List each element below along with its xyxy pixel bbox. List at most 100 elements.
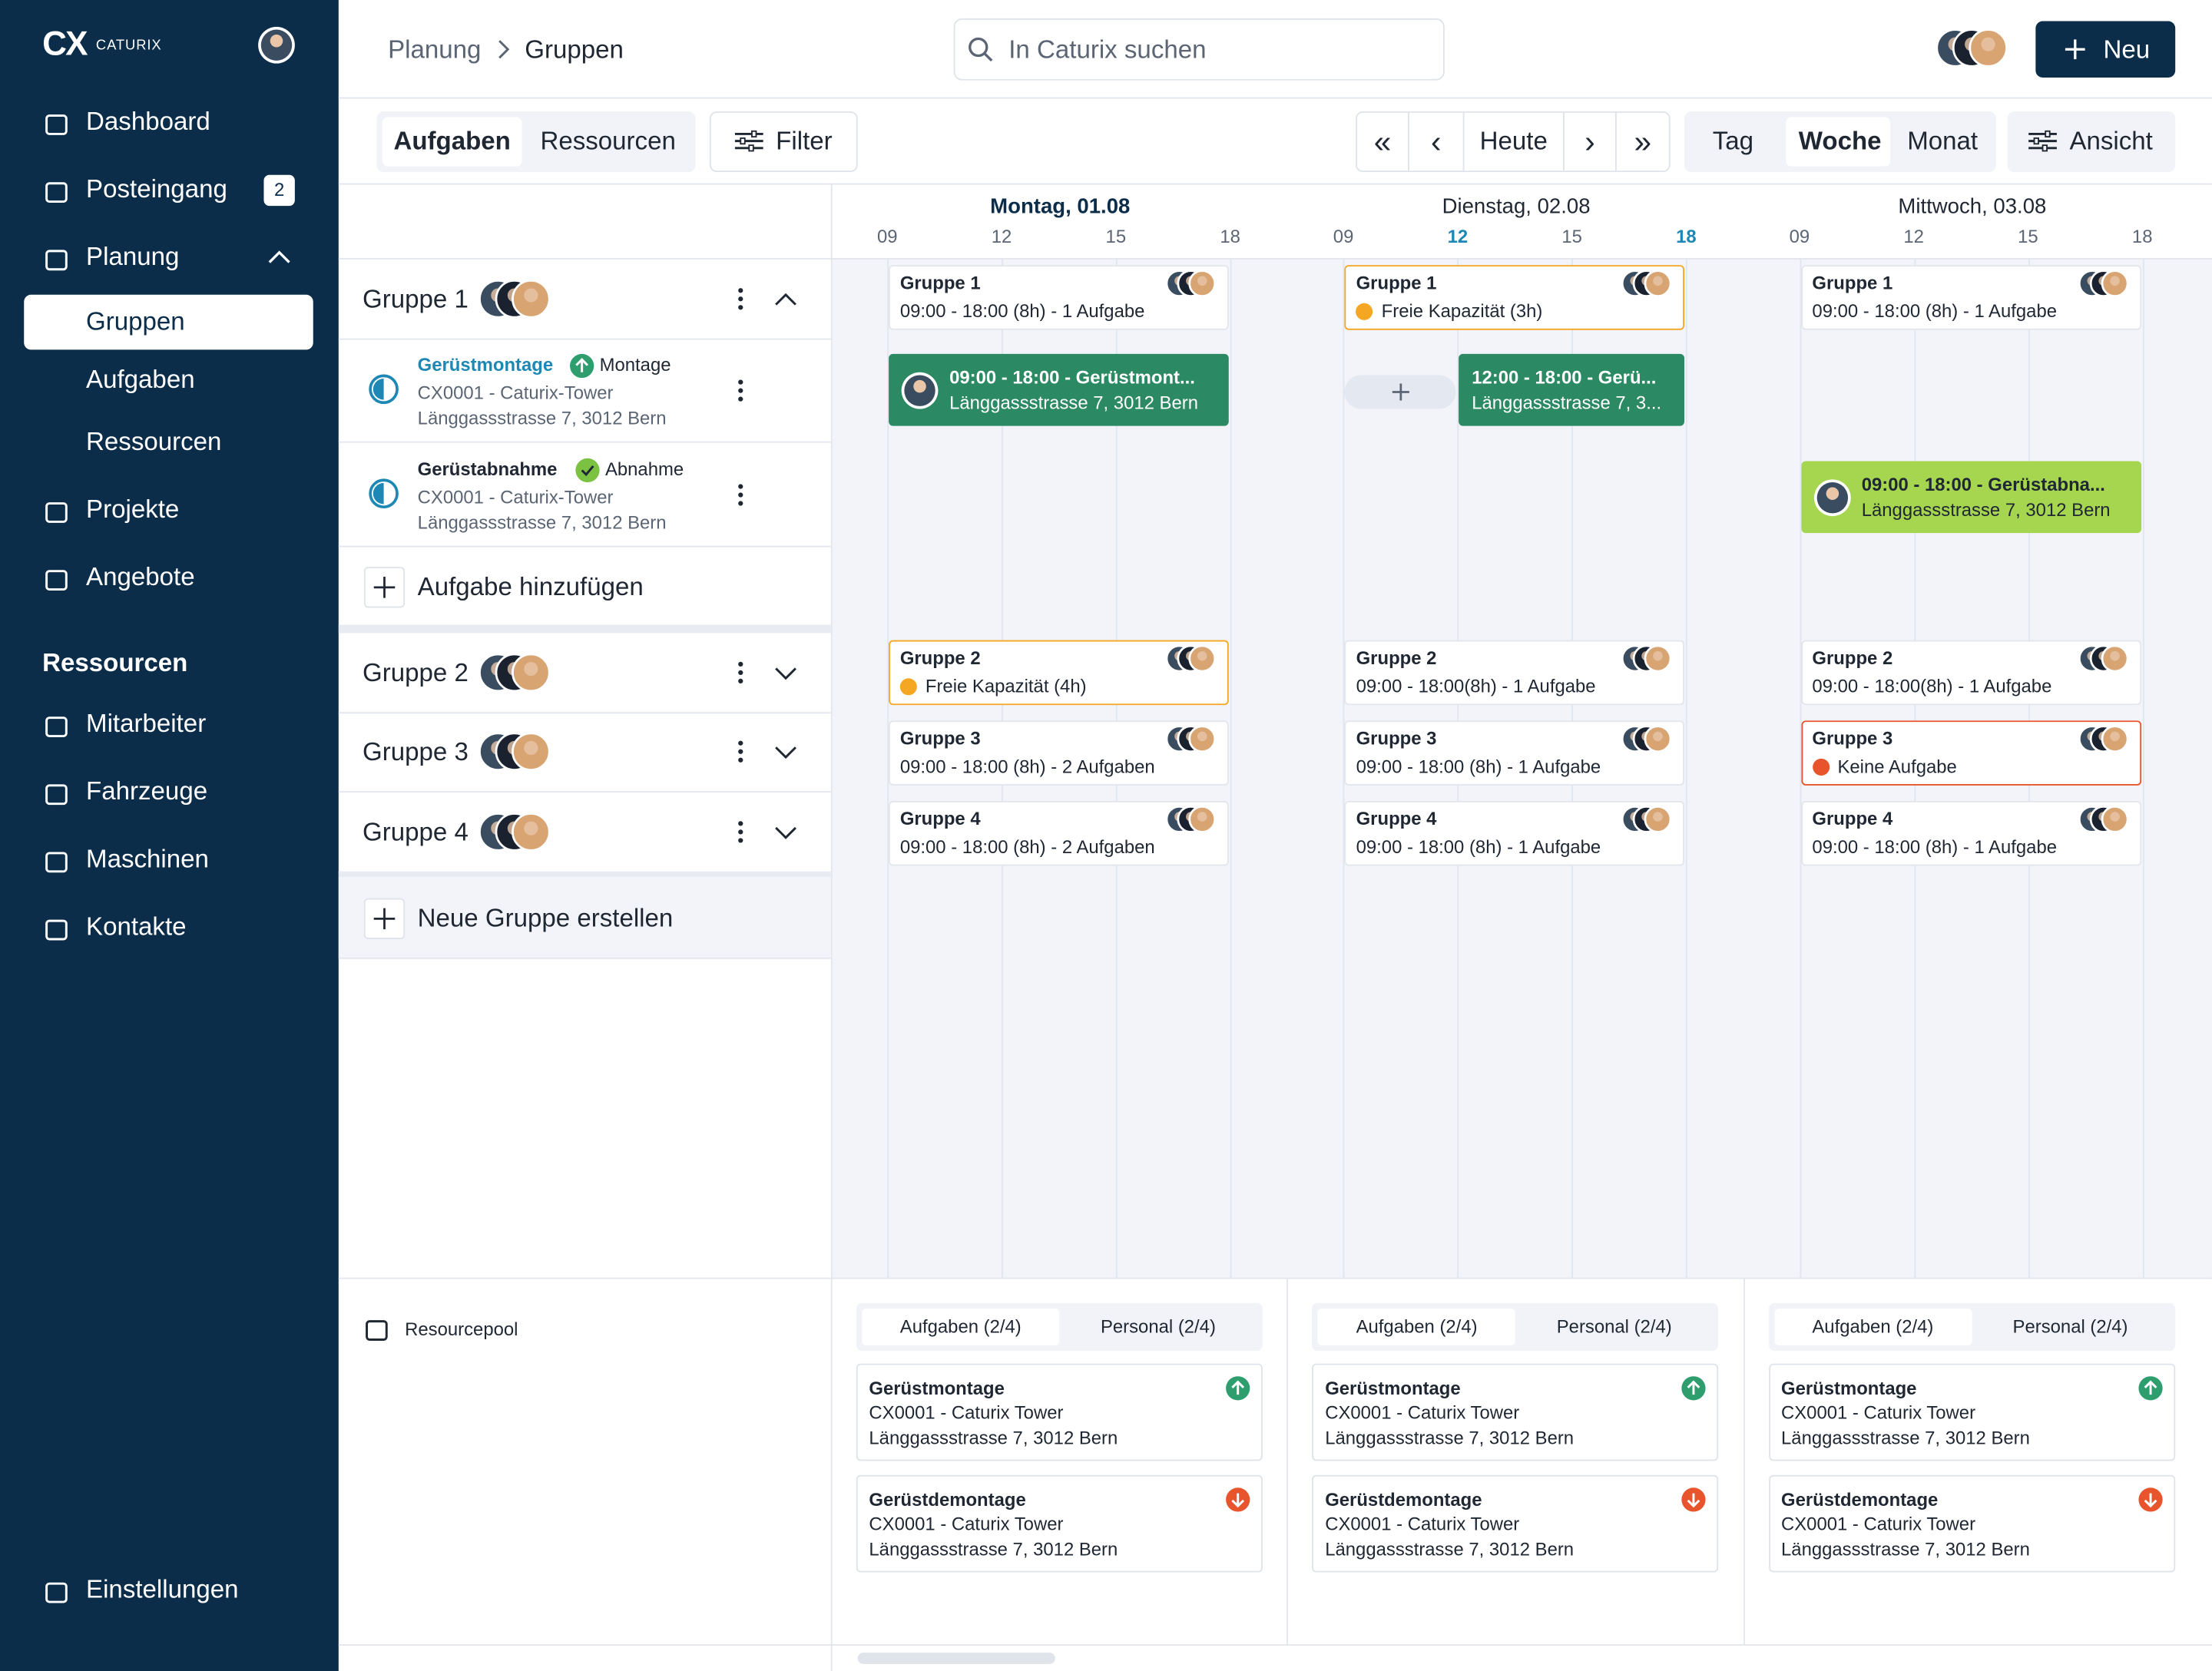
view-tab[interactable]: Monat xyxy=(1907,127,1979,155)
nav-subitem[interactable]: Ressourcen xyxy=(86,427,222,456)
scrollbar[interactable] xyxy=(857,1653,1055,1664)
nav-item[interactable]: Posteingang xyxy=(86,174,227,203)
toolbar-border xyxy=(338,183,2212,185)
new-button[interactable] xyxy=(2035,21,2176,78)
more-button xyxy=(738,821,743,843)
settings-icon xyxy=(2028,130,2057,152)
new-group-row xyxy=(338,877,831,959)
icon xyxy=(45,716,68,738)
date-nav-button[interactable]: Heute xyxy=(1464,112,1565,171)
search-box[interactable] xyxy=(953,18,1445,81)
pool-card-title: Gerüstdemontage xyxy=(1325,1489,1482,1511)
icon xyxy=(45,784,68,806)
nav-item[interactable]: Projekte xyxy=(86,495,180,524)
pool-tab[interactable]: Aufgaben (2/4) xyxy=(1812,1315,1934,1337)
avatar-group xyxy=(1165,270,1217,298)
nav-subitem[interactable]: Aufgaben xyxy=(86,365,195,394)
avatar-group xyxy=(1165,725,1217,753)
pool-tab[interactable]: Personal (2/4) xyxy=(1556,1315,1672,1337)
pool-tab-active xyxy=(1773,1309,1972,1345)
user-avatar xyxy=(258,26,295,64)
tab-active xyxy=(382,117,522,167)
group-cell-title: Gruppe 4 xyxy=(1812,808,1893,829)
pool-card[interactable] xyxy=(856,1474,1263,1573)
pool-card[interactable] xyxy=(856,1363,1263,1461)
arrow-up-icon xyxy=(2137,1376,2162,1401)
group-name[interactable]: Gruppe 3 xyxy=(363,737,469,766)
event[interactable] xyxy=(1459,353,1685,426)
new-button-label: Neu xyxy=(2103,35,2151,64)
date-nav-button[interactable]: ‹ xyxy=(1409,112,1465,171)
pool-card[interactable] xyxy=(1768,1474,2175,1573)
group-cell-text: 09:00 - 18:00(8h) - 1 Aufgabe xyxy=(1356,675,1596,697)
hour-label: 15 xyxy=(2018,225,2038,247)
group-cell-text: 09:00 - 18:00 (8h) - 2 Aufgaben xyxy=(899,756,1155,777)
pool-card-project: CX0001 - Caturix Tower xyxy=(1781,1513,1976,1534)
nav-item[interactable]: Dashboard xyxy=(86,107,210,136)
pool-col-divider xyxy=(1743,1277,1745,1645)
view-tab[interactable]: Woche xyxy=(1798,127,1882,155)
sidebar xyxy=(0,0,339,1671)
new-group[interactable]: Neue Gruppe erstellen xyxy=(417,904,674,932)
pool-card-address: Länggassstrasse 7, 3012 Bern xyxy=(869,1427,1118,1448)
avatar-group xyxy=(1621,270,1672,298)
nav-item[interactable]: Planung xyxy=(86,242,180,271)
date-nav-button[interactable]: » xyxy=(1634,124,1652,160)
tab[interactable]: Aufgaben xyxy=(393,127,511,155)
nav-item[interactable]: Angebote xyxy=(86,562,195,591)
group-cell[interactable] xyxy=(1344,265,1685,330)
view-tab[interactable]: Tag xyxy=(1712,127,1754,155)
pool-tab[interactable]: Personal (2/4) xyxy=(2012,1315,2128,1337)
nav-item[interactable]: Mitarbeiter xyxy=(86,709,207,738)
tab[interactable]: Ressourcen xyxy=(540,127,676,155)
nav-settings[interactable]: Einstellungen xyxy=(86,1575,239,1603)
add-task[interactable]: Aufgabe hinzufügen xyxy=(417,572,644,601)
chevron-down xyxy=(775,746,796,759)
date-nav-button[interactable]: « xyxy=(1357,112,1409,171)
event[interactable] xyxy=(889,353,1229,426)
pool-bottom xyxy=(338,1644,2212,1646)
icon xyxy=(45,570,68,591)
group-name[interactable]: Gruppe 1 xyxy=(363,284,469,313)
status-dot xyxy=(899,678,917,696)
group-cell[interactable] xyxy=(889,801,1229,866)
hour-line xyxy=(1686,258,1688,1278)
event-address: Länggassstrasse 7, 3012 Bern xyxy=(1861,499,2111,521)
nav-section: Ressourcen xyxy=(42,648,188,677)
hour-label: 09 xyxy=(1333,225,1354,247)
task-address: Länggassstrasse 7, 3012 Bern xyxy=(417,511,667,534)
pool-tab[interactable]: Aufgaben (2/4) xyxy=(1356,1315,1478,1337)
pool-card-address: Länggassstrasse 7, 3012 Bern xyxy=(1781,1427,2030,1448)
group-cell-title: Gruppe 3 xyxy=(899,727,981,749)
nav-item[interactable]: Kontakte xyxy=(86,912,187,941)
group-name[interactable]: Gruppe 4 xyxy=(363,818,469,846)
group-cell-title: Gruppe 1 xyxy=(1812,272,1893,293)
breadcrumb[interactable]: Planung xyxy=(388,35,482,64)
event[interactable] xyxy=(1800,461,2141,534)
date-nav-button[interactable]: › xyxy=(1565,112,1617,171)
nav-item[interactable]: Maschinen xyxy=(86,844,209,873)
pool-card-title: Gerüstmontage xyxy=(1325,1378,1461,1399)
group-cell-text: Keine Aufgabe xyxy=(1837,756,1957,777)
pool-card-address: Länggassstrasse 7, 3012 Bern xyxy=(1781,1538,2030,1560)
pool-card[interactable] xyxy=(1768,1363,2175,1461)
group-cell-text: 09:00 - 18:00 (8h) - 2 Aufgaben xyxy=(899,836,1155,858)
group-cell-text: Freie Kapazität (4h) xyxy=(925,675,1087,697)
pool-card[interactable] xyxy=(1312,1474,1719,1573)
pool-card[interactable] xyxy=(1312,1363,1719,1461)
nav-subitem[interactable]: Gruppen xyxy=(86,307,185,336)
task-title[interactable]: Gerüstmontage xyxy=(417,353,554,376)
task-title[interactable]: Gerüstabnahme xyxy=(417,458,558,480)
pool-tab[interactable]: Aufgaben (2/4) xyxy=(899,1315,1022,1337)
group-cell-text: 09:00 - 18:00 (8h) - 1 Aufgabe xyxy=(1356,836,1601,858)
task-tag: Montage xyxy=(599,353,671,376)
pool-tab[interactable]: Personal (2/4) xyxy=(1100,1315,1216,1337)
group-cell-title: Gruppe 2 xyxy=(1356,647,1437,669)
filter-button[interactable] xyxy=(709,111,858,173)
nav-item[interactable]: Fahrzeuge xyxy=(86,776,208,806)
task-address: Länggassstrasse 7, 3012 Bern xyxy=(417,407,667,429)
group-name[interactable]: Gruppe 2 xyxy=(363,658,469,687)
logo-name: CATURIX xyxy=(95,38,162,54)
chevron-down xyxy=(775,667,796,680)
day-label: Dienstag, 02.08 xyxy=(1442,194,1591,219)
